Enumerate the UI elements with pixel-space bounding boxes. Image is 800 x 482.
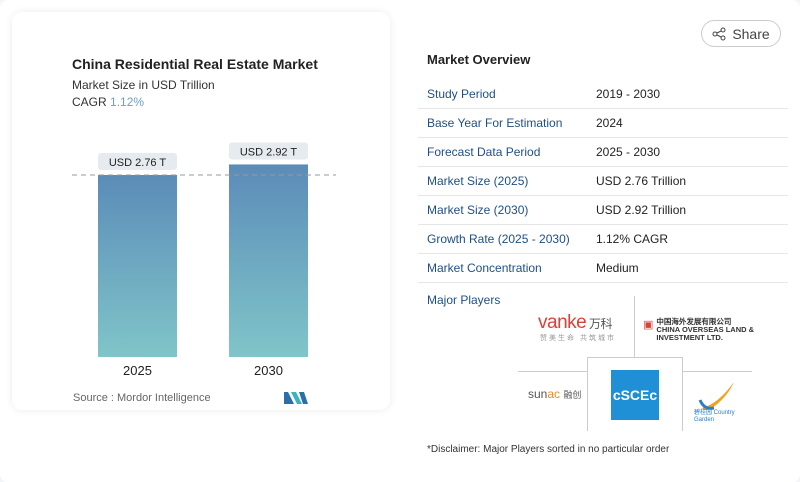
data-label: USD 2.92 T — [240, 146, 298, 158]
overview-row: Market Concentration Medium — [418, 254, 788, 283]
data-label: USD 2.76 T — [109, 157, 167, 169]
col-logo-icon: ▣ — [643, 319, 654, 331]
cagr-value: 1.12% — [110, 95, 145, 109]
row-key: Growth Rate (2025 - 2030) — [427, 232, 570, 246]
disclaimer: *Disclaimer: Major Players sorted in no … — [427, 444, 670, 455]
country-garden-logo-text: 碧桂园 Country Garden — [694, 410, 735, 423]
row-value: 2019 - 2030 — [596, 87, 661, 101]
bar-chart: USD 2.76 T 2025 USD 2.92 T 2030 — [72, 142, 336, 378]
chart-title: China Residential Real Estate Market — [72, 56, 318, 72]
mordor-logo-icon — [284, 392, 308, 404]
overview-row: Market Size (2030) USD 2.92 Trillion — [418, 196, 788, 225]
source-text: Source : Mordor Intelligence — [73, 392, 211, 404]
cagr: CAGR 1.12% — [72, 95, 144, 109]
cscec-logo: cSCEc — [611, 370, 659, 420]
vanke-tagline: 赞美生命 共筑城市 — [540, 335, 616, 342]
col-logo: ▣ 中国海外发展有限公司 CHINA OVERSEAS LAND & INVES… — [643, 318, 756, 342]
row-key: Market Size (2030) — [427, 203, 529, 217]
overview-row: Study Period 2019 - 2030 — [418, 80, 788, 109]
country-garden-logo — [698, 380, 738, 412]
chart-subtitle: Market Size in USD Trillion — [72, 78, 215, 92]
bar-2030 — [229, 164, 308, 357]
row-value: USD 2.76 Trillion — [596, 174, 687, 188]
row-key: Market Size (2025) — [427, 174, 529, 188]
row-value: USD 2.92 Trillion — [596, 203, 687, 217]
market-overview-title: Market Overview — [427, 52, 531, 67]
row-key: Market Concentration — [427, 261, 542, 275]
share-label: Share — [732, 25, 770, 42]
row-value: 1.12% CAGR — [596, 232, 669, 246]
chart-card — [12, 12, 390, 410]
row-key: Study Period — [427, 87, 496, 101]
cagr-label: CAGR — [72, 95, 107, 109]
divider — [634, 296, 635, 371]
col-logo-text: 中国海外发展有限公司 CHINA OVERSEAS LAND & INVESTM… — [656, 317, 755, 342]
x-tick-label: 2025 — [123, 363, 152, 378]
row-key: Base Year For Estimation — [427, 116, 563, 130]
row-value: 2025 - 2030 — [596, 145, 661, 159]
bar-2025 — [98, 175, 177, 357]
overview-row: Base Year For Estimation 2024 — [418, 109, 788, 138]
major-players-label: Major Players — [427, 293, 501, 307]
share-icon — [712, 27, 726, 40]
overview-row: Market Size (2025) USD 2.76 Trillion — [418, 167, 788, 196]
data-label-bg — [229, 142, 308, 160]
country-garden-logo-icon — [698, 382, 734, 412]
row-value: Medium — [596, 261, 639, 275]
data-label-bg — [98, 153, 177, 170]
row-key: Forecast Data Period — [427, 145, 541, 159]
share-button[interactable]: Share — [701, 20, 781, 47]
overview-row: Growth Rate (2025 - 2030) 1.12% CAGR — [418, 225, 788, 254]
row-value: 2024 — [596, 116, 623, 130]
sunac-logo: sunac 融创 — [528, 387, 582, 401]
x-tick-label: 2030 — [254, 363, 283, 378]
overview-row: Forecast Data Period 2025 - 2030 — [418, 138, 788, 167]
vanke-logo: vanke 万科 — [538, 312, 613, 333]
